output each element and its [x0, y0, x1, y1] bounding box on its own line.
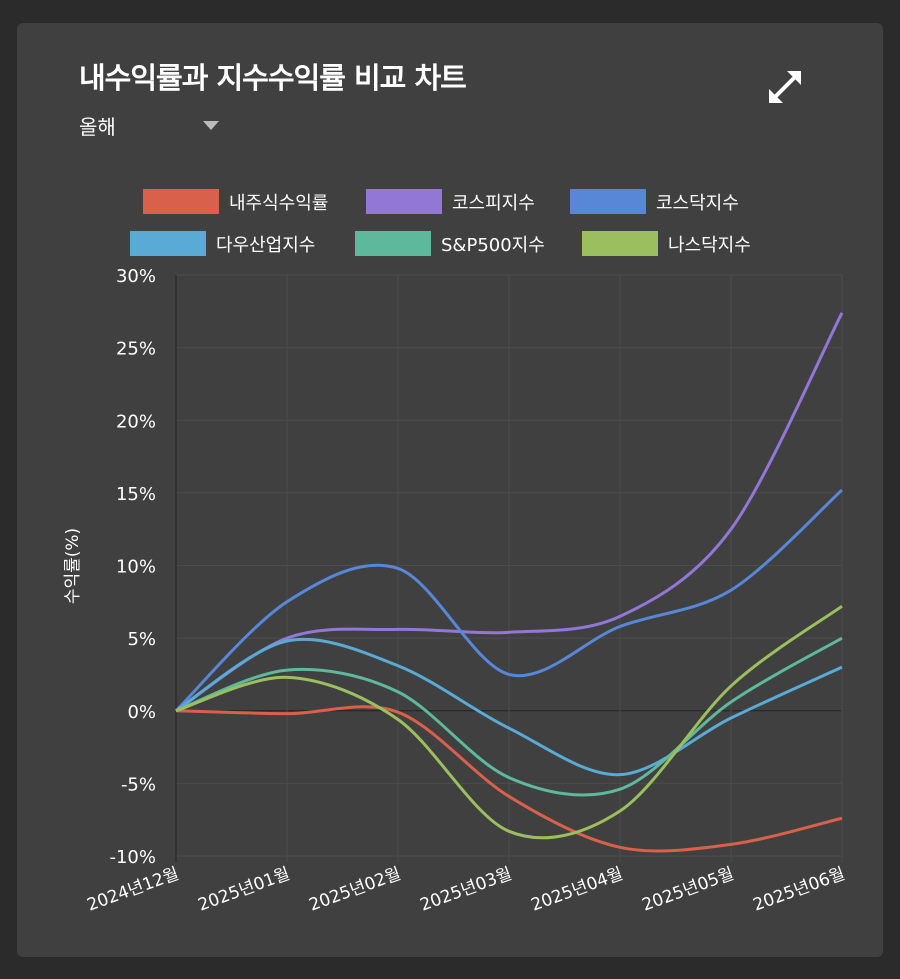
series-line-3 [175, 637, 843, 777]
y-tick-label: 20% [116, 411, 156, 432]
x-tick-label: 2025년06월 [750, 864, 847, 916]
legend-swatch [582, 231, 658, 256]
legend-swatch [570, 189, 646, 214]
x-tick-label: 2025년03월 [417, 864, 514, 916]
y-tick-label: 15% [116, 484, 156, 505]
chevron-down-icon [203, 121, 219, 130]
x-tick-label: 2024년12월 [84, 864, 181, 916]
y-tick-label: -10% [109, 847, 156, 868]
x-tick-label: 2025년02월 [306, 864, 403, 916]
legend-label: 내주식수익률 [229, 193, 328, 214]
y-tick-label: 30% [116, 266, 156, 287]
legend-label: 코스피지수 [452, 193, 535, 214]
series-line-1 [175, 312, 844, 713]
y-axis-label: 수익률(%) [63, 528, 83, 604]
period-select-value: 올해 [79, 115, 116, 139]
legend-swatch [130, 231, 206, 256]
legend-label: S&P500지수 [441, 235, 545, 256]
legend-swatch [143, 189, 219, 214]
expand-arrows-icon[interactable] [765, 67, 805, 107]
series-line-2 [174, 488, 844, 712]
period-select[interactable]: 올해 [79, 111, 229, 141]
legend-label: 나스닥지수 [668, 235, 751, 256]
legend-swatch [366, 189, 442, 214]
y-tick-label: 10% [116, 557, 156, 578]
y-tick-label: 25% [116, 339, 156, 360]
series-line-4 [175, 636, 843, 797]
y-tick-label: -5% [121, 774, 156, 795]
x-tick-label: 2025년05월 [639, 864, 736, 916]
series-line-5 [175, 604, 843, 840]
legend-label: 코스닥지수 [656, 193, 739, 214]
legend-swatch [355, 231, 431, 256]
chart-title: 내수익률과 지수수익률 비교 차트 [79, 61, 467, 95]
chart-card: 내수익률과 지수수익률 비교 차트 올해 [17, 23, 883, 957]
x-tick-label: 2025년01월 [195, 864, 292, 916]
y-tick-label: 0% [127, 702, 156, 723]
series-line-0 [175, 705, 843, 853]
x-tick-label: 2025년04월 [528, 864, 625, 916]
legend-label: 다우산업지수 [216, 235, 315, 256]
y-tick-label: 5% [127, 629, 156, 650]
